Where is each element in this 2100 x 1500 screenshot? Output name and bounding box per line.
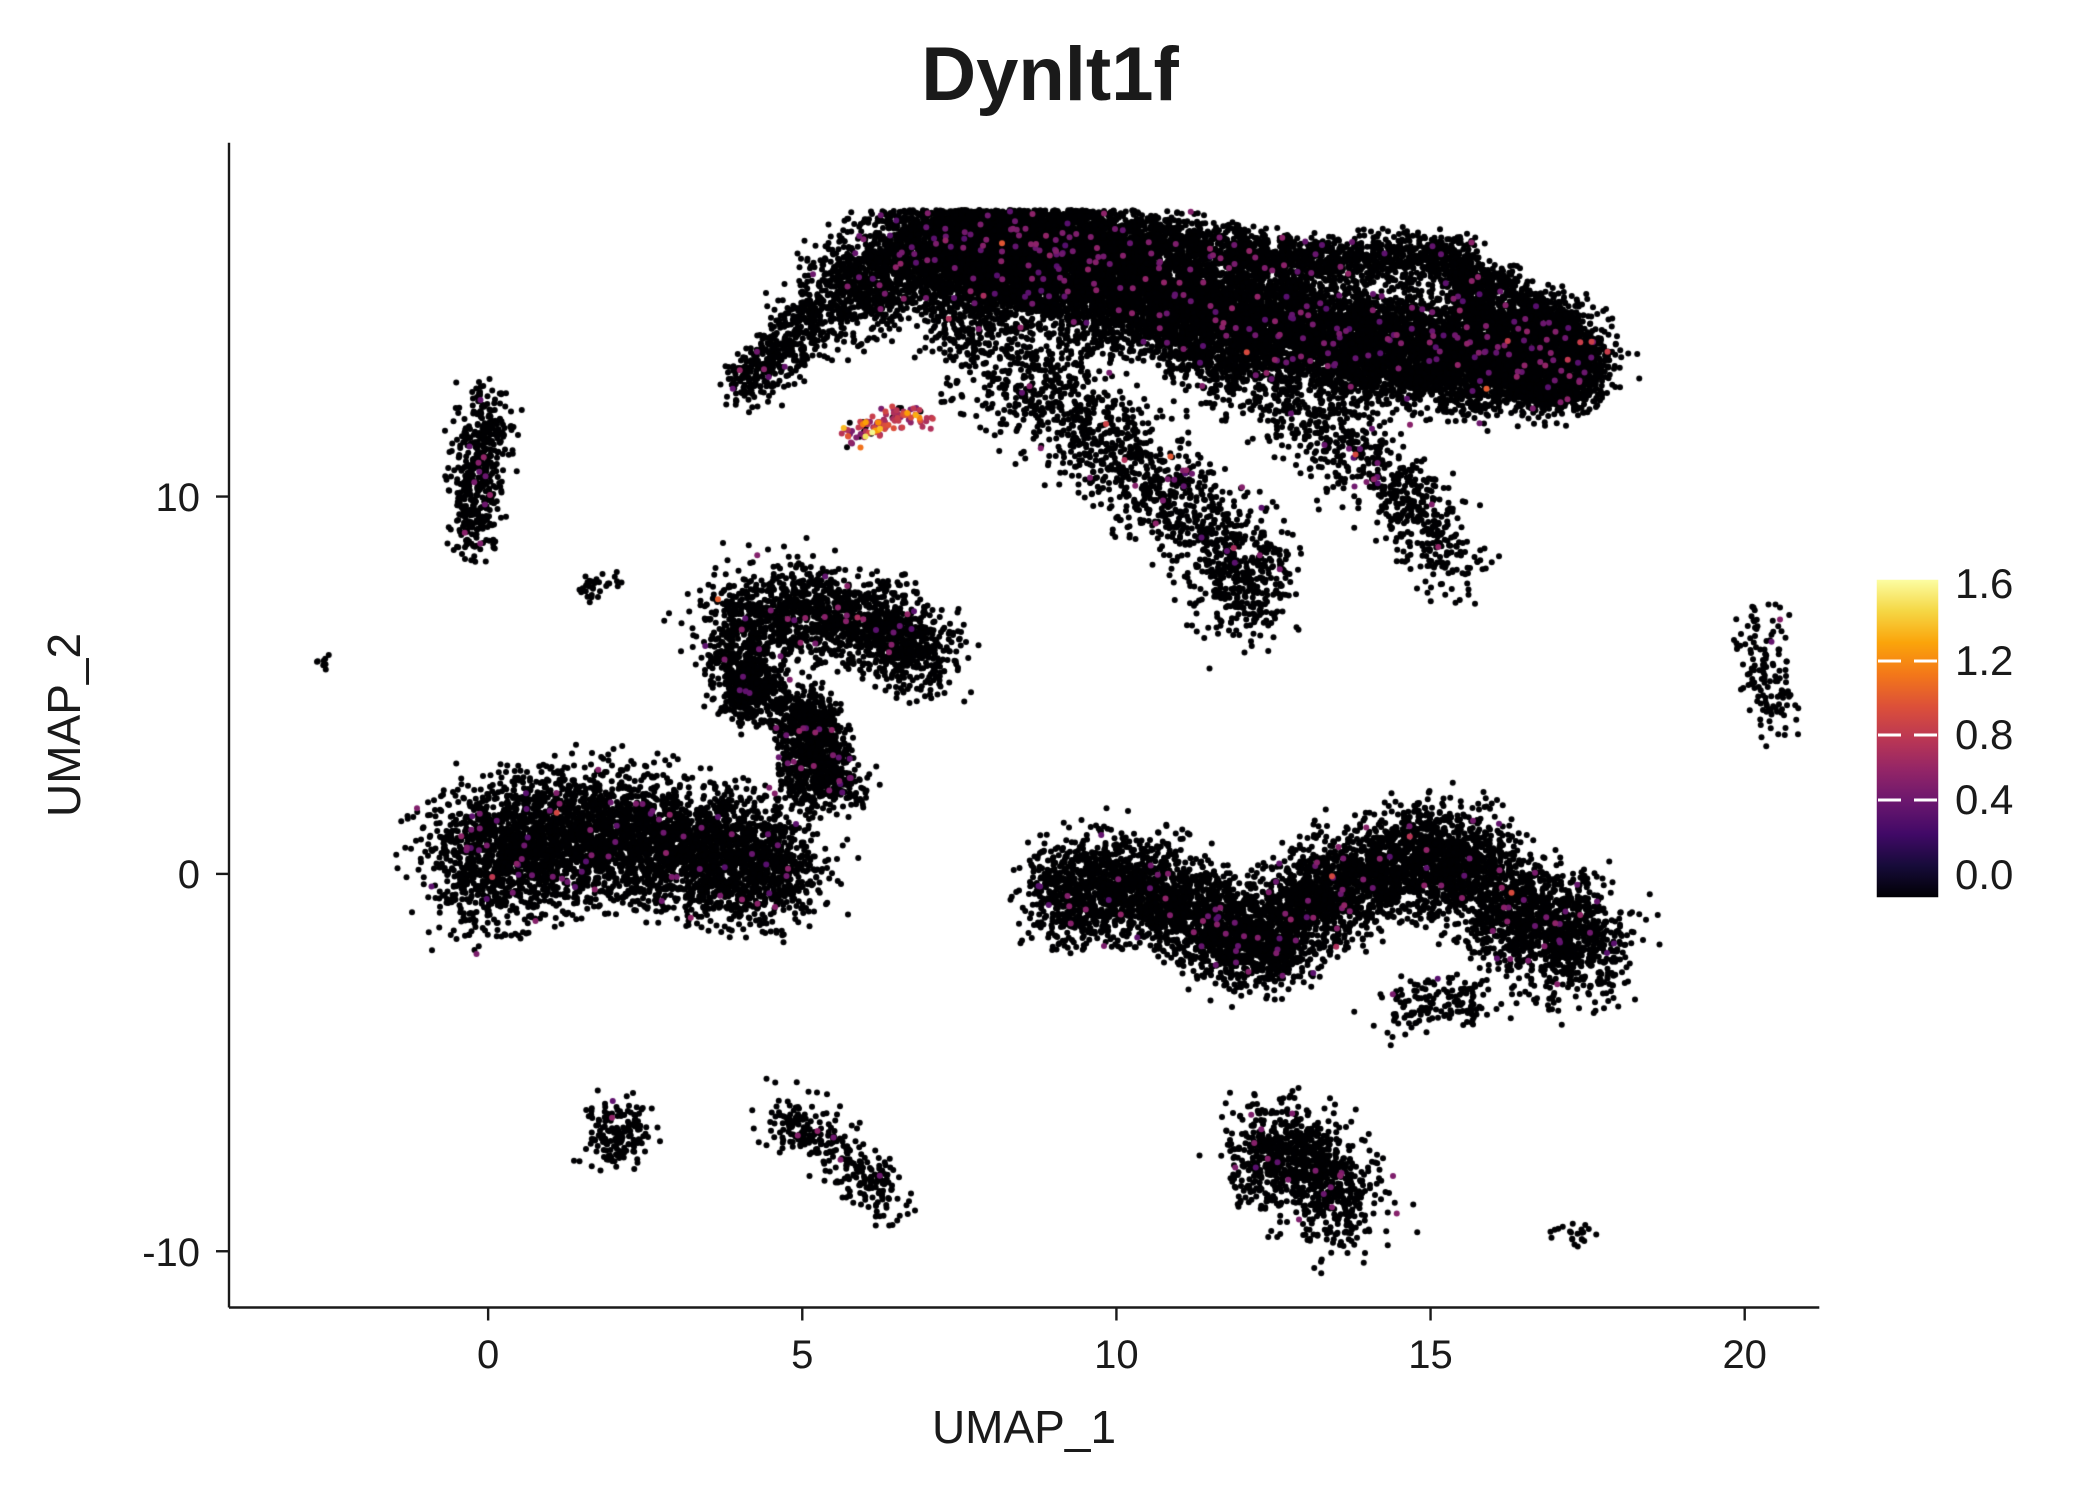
svg-text:1.6: 1.6: [1955, 560, 2013, 607]
svg-text:10: 10: [1094, 1333, 1139, 1377]
svg-text:1.2: 1.2: [1955, 637, 2013, 684]
svg-text:0.0: 0.0: [1955, 851, 2013, 898]
svg-text:0: 0: [178, 853, 200, 897]
svg-text:0.8: 0.8: [1955, 711, 2013, 758]
svg-text:UMAP_2: UMAP_2: [38, 633, 90, 817]
svg-text:UMAP_1: UMAP_1: [932, 1401, 1116, 1453]
svg-text:20: 20: [1722, 1333, 1767, 1377]
svg-text:0.4: 0.4: [1955, 776, 2013, 823]
svg-text:10: 10: [156, 476, 201, 520]
svg-text:0: 0: [477, 1333, 499, 1377]
svg-text:-10: -10: [142, 1231, 200, 1275]
svg-text:5: 5: [791, 1333, 813, 1377]
svg-text:15: 15: [1408, 1333, 1453, 1377]
